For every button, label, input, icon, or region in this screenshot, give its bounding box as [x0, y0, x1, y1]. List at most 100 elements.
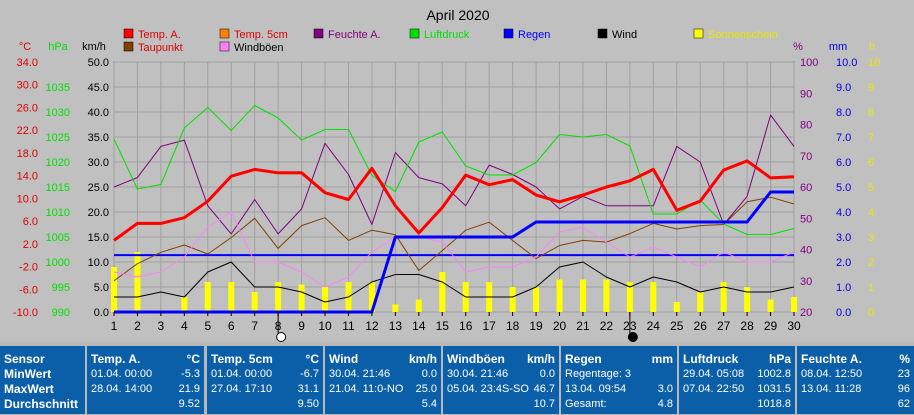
tick-label-percent: 40: [800, 245, 812, 257]
stats-min-row: Regentage: 3: [565, 368, 673, 381]
sunshine-bar: [650, 282, 657, 312]
x-tick-label: 7: [251, 319, 258, 333]
sunshine-bar: [204, 282, 211, 312]
x-tick-label: 6: [228, 319, 235, 333]
sunshine-bar: [791, 297, 797, 312]
series-line-taupunkt: [113, 196, 795, 282]
tick-label-mm: 10.0: [836, 57, 857, 69]
stats-row-label: Sensor: [4, 352, 45, 366]
tick-label-mm: 8.0: [836, 107, 851, 119]
legend-swatch: [123, 41, 134, 52]
sunshine-bar: [720, 282, 727, 312]
stats-avg-row: Gesamt: 4.8: [565, 398, 673, 411]
tick-label-kmh: 15.0: [88, 232, 109, 244]
legend-label: Wind: [612, 29, 637, 41]
sunshine-bar: [368, 282, 375, 312]
stats-panel-header: Windböen km/h: [447, 353, 555, 366]
tick-label-mm: 3.0: [836, 232, 851, 244]
tick-label-hours: 4: [868, 207, 874, 219]
tick-label-hpa: 1035: [46, 82, 70, 94]
x-tick-label: 27: [717, 319, 731, 333]
stats-min-value: -6.7: [300, 368, 319, 380]
tick-label-mm: 5.0: [836, 182, 851, 194]
axis-unit-kmh: km/h: [82, 41, 106, 53]
sunshine-bar: [556, 279, 563, 312]
new-moon-icon: [627, 332, 638, 342]
tick-label-celsius: 10.0: [17, 193, 38, 205]
stats-avg-row: 62: [801, 398, 910, 411]
tick-label-hours: 7: [868, 132, 874, 144]
tick-label-celsius: 2.0: [23, 239, 38, 251]
x-tick-label: 13: [389, 319, 403, 333]
tick-label-kmh: 35.0: [88, 132, 109, 144]
tick-label-hpa: 1020: [46, 157, 70, 169]
stats-max-when: 27.04. 17:10: [211, 383, 273, 395]
axis-unit-celsius: °C: [19, 41, 31, 53]
tick-label-percent: 20: [800, 307, 812, 319]
stats-min-value: 0.0: [539, 368, 555, 380]
stats-panel-header: Feuchte A.%: [801, 353, 910, 366]
sunshine-bar: [298, 284, 305, 312]
stats-min-when: 29.04. 05:08: [683, 368, 745, 380]
x-tick-label: 20: [553, 319, 567, 333]
stats-max-row: 13.04. 11:28 96: [801, 383, 910, 396]
x-tick-label: 30: [787, 319, 801, 333]
tick-label-mm: 6.0: [836, 157, 851, 169]
legend-label: Temp. 5cm: [234, 29, 288, 41]
tick-label-celsius: 34.0: [17, 57, 38, 69]
axis-unit-percent: %: [793, 41, 803, 53]
sunshine-bar: [181, 297, 188, 312]
legend-swatch: [693, 28, 704, 39]
stats-max-when: 07.04. 22:50: [683, 383, 745, 395]
tick-label-percent: 70: [800, 151, 812, 163]
legend-label: Feuchte A.: [328, 29, 381, 41]
weather-chart: April 2020 Temp. A. Temp. 5cm Feuchte A. Lu…: [13, 7, 880, 342]
sunshine-bar: [767, 299, 774, 312]
tick-label-kmh: 30.0: [88, 157, 109, 169]
x-tick-label: 10: [318, 319, 332, 333]
sunshine-bar: [322, 287, 329, 312]
sunshine-bar: [509, 287, 516, 312]
stats-min-when: 01.04. 00:00: [91, 368, 153, 380]
tick-label-hpa: 1030: [46, 107, 70, 119]
legend-swatch: [219, 41, 230, 52]
stats-unit: °C: [305, 352, 319, 366]
stats-min-row: 30.04. 21:46 0.0: [447, 368, 555, 381]
x-tick-label: 29: [764, 319, 778, 333]
tick-label-mm: 0.0: [836, 307, 851, 319]
sunshine-bar: [439, 272, 446, 312]
stats-min-row: 30.04. 21:46 0.0: [329, 368, 437, 381]
stats-row-label: MaxWert: [4, 382, 54, 396]
sunshine-bar: [697, 292, 704, 312]
stats-row-label: MinWert: [4, 367, 52, 381]
stats-max-row: 07.04. 22:50 1031.5: [683, 383, 791, 396]
tick-label-celsius: -10.0: [13, 307, 38, 319]
stats-min-when: 08.04. 12:50: [801, 368, 863, 380]
sunshine-bar: [579, 279, 586, 312]
stats-avg-row: 5.4: [329, 398, 437, 411]
x-tick-label: 4: [181, 319, 188, 333]
stats-max-when: 05.04. 23:4S-SO: [447, 383, 529, 395]
x-tick-label: 12: [365, 319, 379, 333]
tick-label-hours: 8: [868, 107, 874, 119]
tick-label-kmh: 5.0: [94, 282, 109, 294]
stats-min-row: 08.04. 12:50 23: [801, 368, 910, 381]
x-tick-label: 3: [158, 319, 165, 333]
legend-label: Temp. A.: [138, 29, 181, 41]
stats-panel-header: Wind km/h: [329, 353, 437, 366]
stats-avg-value: 9.50: [297, 398, 319, 410]
x-tick-label: 14: [412, 319, 426, 333]
x-axis: 1234567891011121314151617181920212223242…: [111, 312, 801, 342]
tick-label-hpa: 1025: [46, 132, 70, 144]
tick-label-kmh: 10.0: [88, 257, 109, 269]
stats-avg-value: 1018.8: [757, 398, 791, 410]
stats-max-value: 21.9: [178, 383, 200, 395]
stats-panel: Regen mm Regentage: 3 13.04. 09:54 3.0 Gesamt…: [561, 346, 677, 414]
stats-avg-value: 4.8: [657, 398, 673, 410]
tick-label-celsius: -6.0: [19, 284, 38, 296]
tick-label-mm: 4.0: [836, 207, 851, 219]
series-line-windb-en: [113, 211, 795, 288]
legend-label: Windböen: [234, 42, 284, 54]
stats-max-value: 31.1: [297, 383, 319, 395]
tick-label-celsius: 14.0: [17, 171, 38, 183]
